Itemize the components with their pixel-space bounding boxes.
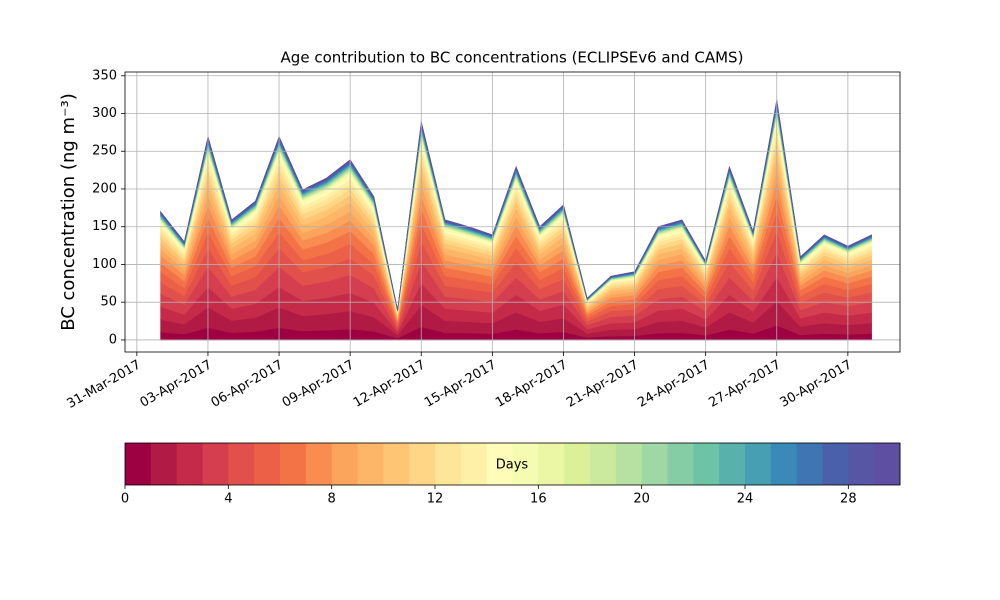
colorbar-bin bbox=[848, 443, 875, 485]
colorbar-bin bbox=[590, 443, 617, 485]
x-tick-label: 21-Apr-2017 bbox=[564, 358, 641, 411]
y-tick-label: 300 bbox=[92, 106, 117, 121]
chart-title: Age contribution to BC concentrations (E… bbox=[281, 49, 744, 67]
y-tick-label: 0 bbox=[109, 332, 117, 347]
colorbar-bin bbox=[202, 443, 229, 485]
x-tick-label: 18-Apr-2017 bbox=[493, 358, 570, 411]
x-tick-label: 03-Apr-2017 bbox=[138, 358, 215, 411]
y-tick-label: 150 bbox=[92, 219, 117, 234]
colorbar-bin bbox=[512, 443, 539, 485]
colorbar-tick-label: 0 bbox=[121, 492, 129, 507]
x-tick-label: 30-Apr-2017 bbox=[777, 358, 854, 411]
colorbar-tick-label: 20 bbox=[633, 492, 650, 507]
colorbar-tick-label: 24 bbox=[737, 492, 754, 507]
colorbar-bin bbox=[822, 443, 849, 485]
colorbar-tick-label: 28 bbox=[840, 492, 857, 507]
y-tick-label: 350 bbox=[92, 68, 117, 83]
colorbar-bin bbox=[564, 443, 591, 485]
x-tick-label: 15-Apr-2017 bbox=[422, 358, 499, 411]
colorbar-tick-label: 8 bbox=[328, 492, 336, 507]
colorbar-bin bbox=[305, 443, 333, 485]
colorbar-bin bbox=[280, 443, 307, 485]
colorbar-tick-label: 12 bbox=[427, 492, 444, 507]
colorbar-bin bbox=[435, 443, 462, 485]
colorbar: 0 4 8 12 16 20 24 28 bbox=[121, 443, 901, 507]
x-tick-label: 06-Apr-2017 bbox=[209, 358, 286, 411]
x-tick-label: 12-Apr-2017 bbox=[351, 358, 428, 411]
colorbar-bin bbox=[331, 443, 358, 485]
colorbar-bin bbox=[486, 443, 513, 485]
colorbar-label: Days bbox=[496, 458, 529, 473]
colorbar-bin bbox=[176, 443, 203, 485]
colorbar-bin bbox=[615, 443, 643, 485]
y-tick-label: 50 bbox=[100, 295, 117, 310]
colorbar-bin bbox=[667, 443, 694, 485]
colorbar-bin bbox=[538, 443, 565, 485]
x-tick-label: 24-Apr-2017 bbox=[635, 358, 712, 411]
colorbar-bin bbox=[796, 443, 823, 485]
colorbar-bin bbox=[719, 443, 746, 485]
x-tick-label: 27-Apr-2017 bbox=[706, 358, 783, 411]
colorbar-bin bbox=[254, 443, 281, 485]
colorbar-frame bbox=[124, 442, 901, 486]
area-layer bbox=[160, 99, 872, 311]
x-tick-label: 09-Apr-2017 bbox=[280, 358, 357, 411]
colorbar-bin bbox=[874, 443, 901, 485]
y-tick-label: 100 bbox=[92, 257, 117, 272]
axes-frame bbox=[124, 71, 901, 353]
colorbar-bin bbox=[641, 443, 668, 485]
colorbar-bin bbox=[125, 443, 152, 485]
colorbar-bin bbox=[409, 443, 436, 485]
colorbar-bin bbox=[383, 443, 410, 485]
colorbar-bin bbox=[357, 443, 384, 485]
colorbar-tick-label: 4 bbox=[224, 492, 232, 507]
colorbar-tick-label: 16 bbox=[530, 492, 547, 507]
colorbar-bin bbox=[745, 443, 772, 485]
colorbar-bin bbox=[460, 443, 488, 485]
colorbar-bin bbox=[770, 443, 798, 485]
y-tick-label: 200 bbox=[92, 181, 117, 196]
y-axis-label: BC concentration (ng m⁻³) bbox=[58, 93, 79, 331]
colorbar-bin bbox=[228, 443, 255, 485]
y-tick-label: 250 bbox=[92, 144, 117, 159]
x-tick-label: 31-Mar-2017 bbox=[64, 358, 143, 412]
colorbar-bin bbox=[150, 443, 178, 485]
colorbar-bin bbox=[693, 443, 720, 485]
plot-area bbox=[160, 99, 872, 341]
